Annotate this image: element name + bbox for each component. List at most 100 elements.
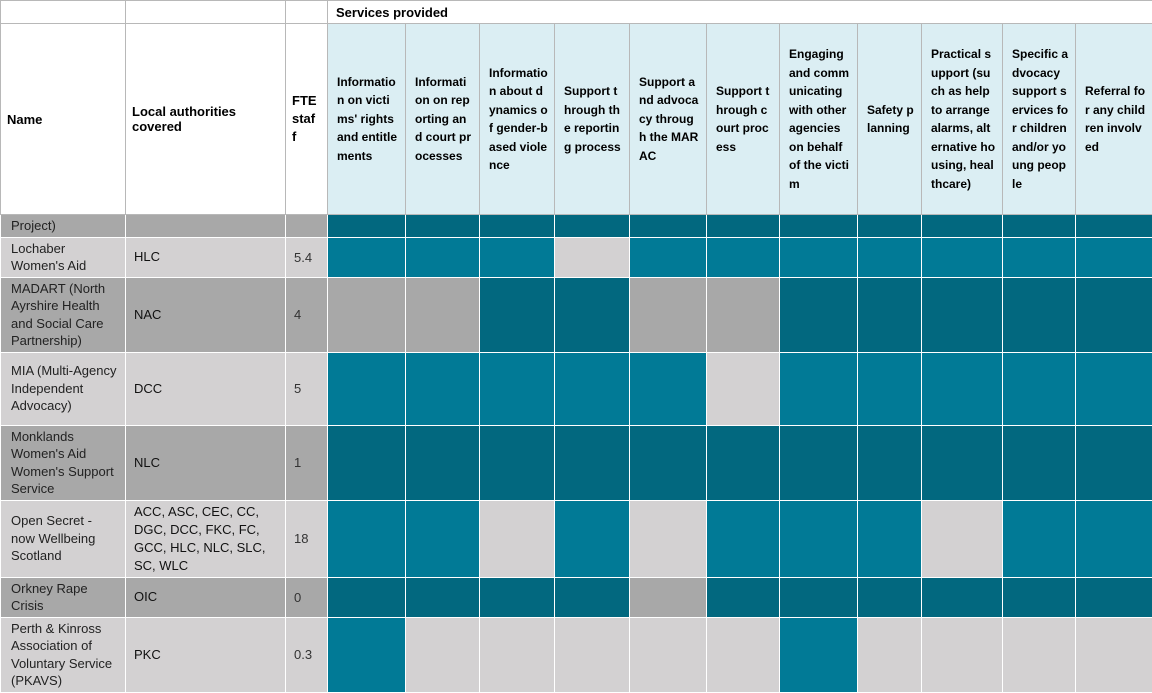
blank-cell <box>286 1 328 24</box>
service-status-cell <box>707 425 780 500</box>
service-status-cell <box>406 425 480 500</box>
service-status-cell <box>480 277 555 352</box>
service-status-cell <box>1076 352 1152 425</box>
service-status-cell <box>555 500 630 577</box>
table-row: Project) <box>1 215 1152 238</box>
service-status-cell <box>1076 425 1152 500</box>
column-header-row: Name Local authorities covered FTE staff… <box>1 24 1152 215</box>
service-status-cell <box>328 215 406 238</box>
service-column-header: Information about dynamics of gender-bas… <box>480 24 555 215</box>
service-status-cell <box>858 215 922 238</box>
fte-cell: 1 <box>286 425 328 500</box>
service-column-header: Practical support (such as help to arran… <box>922 24 1003 215</box>
service-column-header: Specific advocacy support services for c… <box>1003 24 1076 215</box>
service-status-cell <box>780 215 858 238</box>
fte-cell: 4 <box>286 277 328 352</box>
service-status-cell <box>1003 425 1076 500</box>
service-status-cell <box>406 617 480 692</box>
local-authorities-cell: ACC, ASC, CEC, CC, DGC, DCC, FKC, FC, GC… <box>126 500 286 577</box>
service-status-cell <box>1076 215 1152 238</box>
service-status-cell <box>555 215 630 238</box>
service-status-cell <box>630 237 707 277</box>
service-status-cell <box>858 500 922 577</box>
services-provided-heading: Services provided <box>328 1 1152 24</box>
service-status-cell <box>922 617 1003 692</box>
service-column-header: Engaging and communicating with other ag… <box>780 24 858 215</box>
table-row: MIA (Multi-Agency Independent Advocacy)D… <box>1 352 1152 425</box>
service-column-header: Information on victims' rights and entit… <box>328 24 406 215</box>
service-status-cell <box>328 352 406 425</box>
service-status-cell <box>630 277 707 352</box>
service-status-cell <box>858 577 922 617</box>
service-status-cell <box>328 425 406 500</box>
service-status-cell <box>328 500 406 577</box>
service-status-cell <box>630 352 707 425</box>
service-column-header: Support through court process <box>707 24 780 215</box>
fte-cell: 0 <box>286 577 328 617</box>
service-status-cell <box>780 352 858 425</box>
service-status-cell <box>630 577 707 617</box>
service-status-cell <box>858 617 922 692</box>
service-column-header: Safety planning <box>858 24 922 215</box>
fte-cell: 5.4 <box>286 237 328 277</box>
service-status-cell <box>1003 577 1076 617</box>
provider-name: Monklands Women's Aid Women's Support Se… <box>1 425 126 500</box>
service-status-cell <box>555 617 630 692</box>
blank-cell <box>1 1 126 24</box>
fte-header-text: FTE staff <box>292 92 318 146</box>
service-column-header: Information on reporting and court proce… <box>406 24 480 215</box>
service-status-cell <box>555 237 630 277</box>
service-status-cell <box>780 617 858 692</box>
service-status-cell <box>780 500 858 577</box>
fte-column-header: FTE staff <box>286 24 328 215</box>
service-status-cell <box>406 352 480 425</box>
fte-cell <box>286 215 328 238</box>
service-status-cell <box>480 352 555 425</box>
service-status-cell <box>555 352 630 425</box>
table-row: MADART (North Ayrshire Health and Social… <box>1 277 1152 352</box>
service-status-cell <box>922 500 1003 577</box>
local-authorities-cell: PKC <box>126 617 286 692</box>
local-authorities-column-header: Local authorities covered <box>126 24 286 215</box>
service-status-cell <box>922 352 1003 425</box>
service-status-cell <box>406 577 480 617</box>
name-column-header: Name <box>1 24 126 215</box>
local-authorities-cell: NAC <box>126 277 286 352</box>
service-status-cell <box>1003 500 1076 577</box>
service-column-header: Support and advocacy through the MARAC <box>630 24 707 215</box>
service-status-cell <box>1076 577 1152 617</box>
service-status-cell <box>406 500 480 577</box>
service-status-cell <box>555 277 630 352</box>
fte-cell: 0.3 <box>286 617 328 692</box>
service-status-cell <box>480 577 555 617</box>
service-status-cell <box>707 500 780 577</box>
service-status-cell <box>406 215 480 238</box>
service-status-cell <box>780 277 858 352</box>
service-status-cell <box>1076 277 1152 352</box>
service-status-cell <box>922 577 1003 617</box>
service-status-cell <box>1003 237 1076 277</box>
service-status-cell <box>630 425 707 500</box>
top-header-row: Services provided <box>1 1 1152 24</box>
provider-name: Open Secret - now Wellbeing Scotland <box>1 500 126 577</box>
service-status-cell <box>555 577 630 617</box>
provider-name: Perth & Kinross Association of Voluntary… <box>1 617 126 692</box>
local-authorities-cell <box>126 215 286 238</box>
service-status-cell <box>707 577 780 617</box>
service-status-cell <box>922 277 1003 352</box>
service-status-cell <box>922 237 1003 277</box>
service-status-cell <box>858 237 922 277</box>
service-status-cell <box>780 237 858 277</box>
service-status-cell <box>858 352 922 425</box>
service-status-cell <box>780 577 858 617</box>
service-status-cell <box>707 277 780 352</box>
service-status-cell <box>328 237 406 277</box>
service-status-cell <box>1003 352 1076 425</box>
service-status-cell <box>555 425 630 500</box>
service-status-cell <box>922 215 1003 238</box>
service-status-cell <box>328 277 406 352</box>
